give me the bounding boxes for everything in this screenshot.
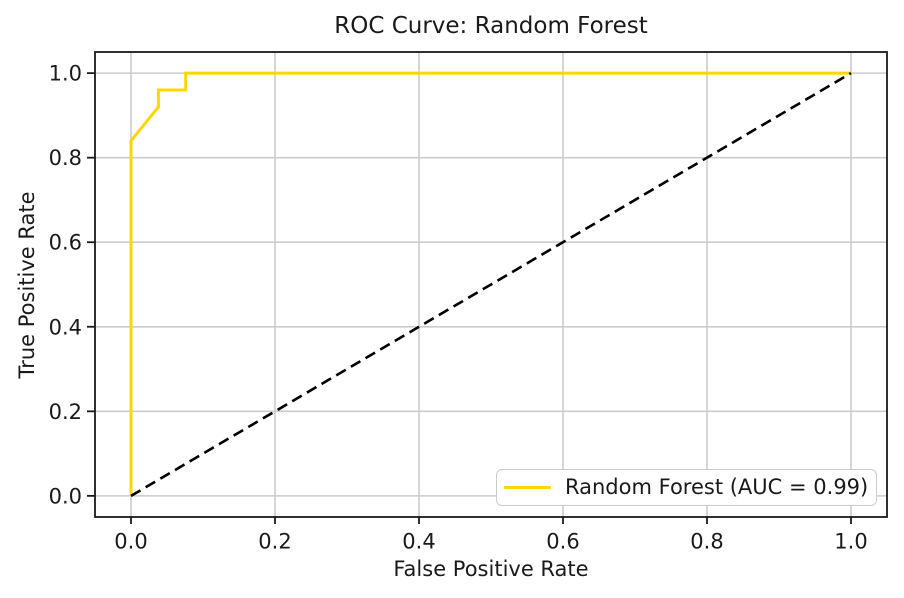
y-tick-label: 0.2 xyxy=(49,400,82,424)
chart-title: ROC Curve: Random Forest xyxy=(334,13,648,39)
x-tick-label: 0.2 xyxy=(258,530,291,554)
x-tick-label: 0.0 xyxy=(114,530,147,554)
legend-label: Random Forest (AUC = 0.99) xyxy=(565,475,869,499)
roc-curve-line xyxy=(129,71,851,496)
x-tick-label: 0.6 xyxy=(546,530,579,554)
x-tick-label: 0.8 xyxy=(690,530,723,554)
y-tick-label: 0.6 xyxy=(49,231,82,255)
x-axis-label: False Positive Rate xyxy=(393,557,589,581)
legend-box: Random Forest (AUC = 0.99) xyxy=(496,469,877,506)
x-tick-label: 0.4 xyxy=(402,530,435,554)
y-tick-label: 0.0 xyxy=(49,484,82,508)
axes-spines xyxy=(94,51,888,518)
y-tick-label: 1.0 xyxy=(49,62,82,86)
legend-line-swatch xyxy=(504,486,551,489)
chance-diagonal-line xyxy=(130,71,852,498)
y-tick-label: 0.8 xyxy=(49,146,82,170)
x-tick-label: 1.0 xyxy=(834,530,867,554)
y-tick-label: 0.4 xyxy=(49,315,82,339)
